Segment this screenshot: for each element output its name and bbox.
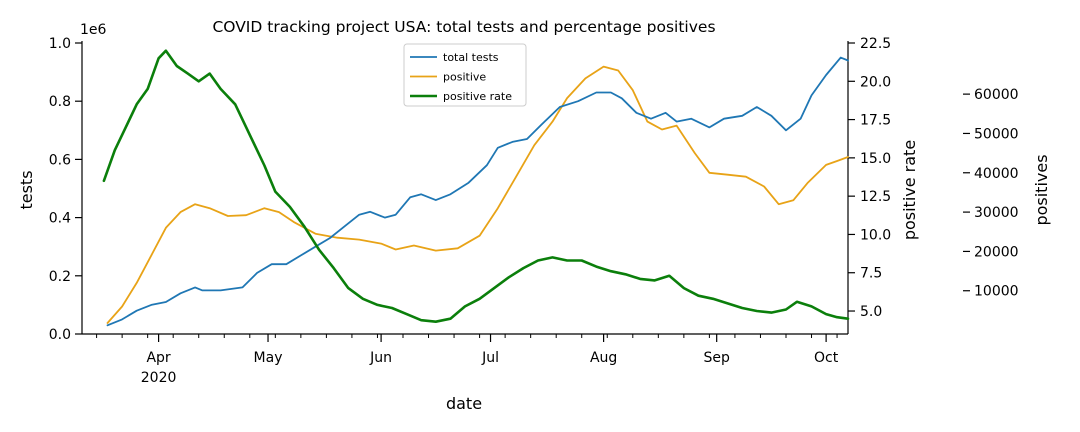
right-outer-axis-tick-label: 30000 <box>974 205 1019 221</box>
left-axis-tick-label: 0.8 <box>49 94 71 110</box>
x-axis-tick-label: Oct <box>814 350 839 366</box>
x-axis-tick-label: Apr <box>146 350 170 366</box>
right-inner-axis-tick-label: 17.5 <box>860 113 891 129</box>
x-axis-tick-label: Aug <box>590 350 617 366</box>
series-line-positive-rate <box>102 49 850 324</box>
x-axis-tick-label: May <box>254 350 283 366</box>
left-axis-tick-label: 0.0 <box>49 327 71 343</box>
x-axis-tick-label: 2020 <box>141 370 177 386</box>
legend-label: positive <box>443 71 486 84</box>
right-outer-axis-tick-label: 10000 <box>974 284 1019 300</box>
x-axis-tick-label: Jun <box>369 350 392 366</box>
right-inner-axis-tick-label: 20.0 <box>860 74 891 90</box>
left-axis-title: tests <box>17 170 36 209</box>
chart-title: COVID tracking project USA: total tests … <box>212 18 715 36</box>
series-layer <box>102 49 850 327</box>
legend-box <box>403 43 527 107</box>
right-inner-axis-tick-label: 5.0 <box>860 304 882 320</box>
right-outer-axis-tick-label: 50000 <box>974 126 1019 142</box>
x-axis-tick-label: Sep <box>703 350 730 366</box>
right-outer-axis-tick-label: 20000 <box>974 244 1019 260</box>
legend-label: positive rate <box>443 90 512 103</box>
series-line-total-tests <box>106 56 849 327</box>
series-line-positive <box>106 65 849 324</box>
right-axis-title-positives: positives <box>1032 154 1051 225</box>
right-inner-axis-tick-label: 12.5 <box>860 189 891 205</box>
left-axis-multiplier: 1e6 <box>80 22 107 38</box>
x-axis-title: date <box>446 394 482 413</box>
right-inner-axis-tick-label: 10.0 <box>860 227 891 243</box>
right-axis-title-positive-rate: positive rate <box>900 140 919 240</box>
axes: 0.0 0.2 0.4 0.6 0.8 1.0 5.0 7.5 10.0 12.5 15.0 17.5… <box>49 36 1019 386</box>
right-inner-axis-tick-label: 15.0 <box>860 151 891 167</box>
left-axis-tick-label: 0.6 <box>49 152 71 168</box>
legend-label: total tests <box>443 51 499 64</box>
left-axis-tick-label: 0.4 <box>49 211 71 227</box>
right-outer-axis-tick-label: 40000 <box>974 166 1019 182</box>
left-axis-tick-label: 1.0 <box>49 36 71 52</box>
right-inner-axis-tick-label: 22.5 <box>860 36 891 52</box>
left-axis-tick-label: 0.2 <box>49 269 71 285</box>
legend: total tests positive positive rate <box>403 43 527 107</box>
right-inner-axis-tick-label: 7.5 <box>860 266 882 282</box>
x-axis-tick-label: Jul <box>481 350 499 366</box>
right-outer-axis-tick-label: 60000 <box>974 87 1019 103</box>
